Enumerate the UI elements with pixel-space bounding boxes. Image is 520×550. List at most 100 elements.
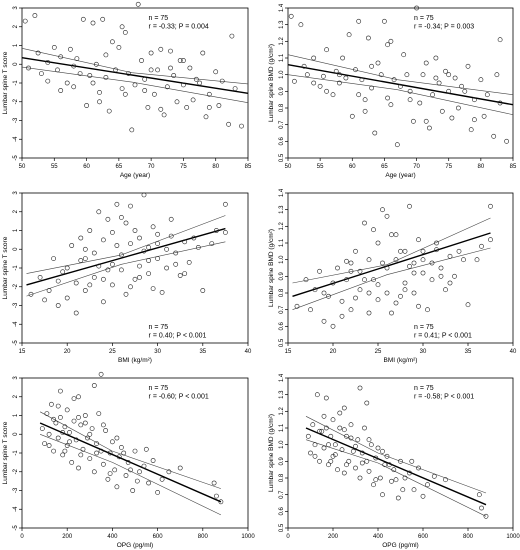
y-axis-label: Lumbar spine BMD (g/cm²) <box>268 44 275 122</box>
data-point <box>371 227 376 233</box>
data-point <box>375 282 381 288</box>
data-point <box>357 475 363 481</box>
data-point <box>87 228 93 233</box>
data-point <box>128 203 133 209</box>
y-tick-label: -1 <box>13 80 19 86</box>
y-tick-label: 1.1 <box>279 423 285 432</box>
data-point <box>429 260 435 266</box>
data-point <box>337 410 343 416</box>
x-tick-label: 20 <box>64 349 71 355</box>
data-point <box>388 102 394 108</box>
data-point <box>395 495 401 501</box>
confidence-band-lower <box>21 66 249 103</box>
data-point <box>103 52 109 58</box>
data-point <box>182 271 188 276</box>
data-point <box>409 458 415 464</box>
confidence-band-lower <box>39 434 222 516</box>
data-point <box>85 435 90 441</box>
data-point <box>180 58 186 63</box>
data-point <box>423 118 429 124</box>
data-point <box>465 63 471 69</box>
x-tick-label: 50 <box>19 164 26 170</box>
data-point <box>393 300 399 306</box>
data-point <box>146 271 151 276</box>
data-point <box>420 72 426 78</box>
data-point <box>400 487 406 493</box>
stats-annotation: r = -0.34; P = 0.003 <box>414 24 474 31</box>
data-point <box>323 425 329 431</box>
data-point <box>335 265 340 271</box>
data-point <box>420 248 426 254</box>
data-point <box>385 95 390 101</box>
data-point <box>71 396 77 401</box>
data-point <box>148 50 154 56</box>
data-point <box>222 229 228 235</box>
data-point <box>39 426 45 431</box>
data-point <box>344 462 349 468</box>
data-point <box>369 63 374 69</box>
data-point <box>384 453 390 459</box>
data-point <box>317 458 322 464</box>
data-point <box>333 68 339 74</box>
data-point <box>294 303 300 309</box>
data-point <box>394 142 400 148</box>
y-tick-label: -3 <box>13 302 19 308</box>
data-point <box>348 307 354 313</box>
data-point <box>377 475 383 481</box>
y-tick-label: 1.0 <box>279 440 285 449</box>
data-point <box>106 108 112 114</box>
x-tick-label: 40 <box>245 349 252 355</box>
y-tick-label: 0.8 <box>279 473 285 482</box>
data-point <box>434 240 439 246</box>
data-point <box>62 424 68 430</box>
confidence-band-lower <box>287 74 514 115</box>
y-tick-label: 1.4 <box>279 3 285 12</box>
y-tick-label: 2 <box>13 24 19 28</box>
y-axis-label: Lumbar spine T score <box>2 236 9 299</box>
data-point <box>39 71 44 76</box>
y-tick-label: 0.7 <box>279 490 285 499</box>
data-point <box>150 458 156 463</box>
data-point <box>362 277 367 283</box>
y-tick-label: 1 <box>13 413 19 417</box>
data-point <box>64 295 70 301</box>
data-point <box>366 468 372 474</box>
y-tick-label: 1.0 <box>279 255 285 264</box>
y-tick-label: 0.6 <box>279 322 285 331</box>
data-point <box>344 433 349 439</box>
data-point <box>336 72 342 78</box>
data-point <box>312 442 318 448</box>
data-point <box>402 248 408 254</box>
x-axis-label: OPG (pg/ml) <box>117 542 153 549</box>
data-point <box>78 258 84 263</box>
data-point <box>366 257 372 263</box>
data-point <box>155 241 160 246</box>
x-tick-label: 1000 <box>506 534 520 540</box>
regression-line <box>26 227 226 286</box>
y-tick-label: 1.3 <box>279 390 285 399</box>
data-point <box>317 428 322 434</box>
data-point <box>105 476 111 482</box>
data-point <box>151 91 157 97</box>
data-point <box>146 480 151 486</box>
data-point <box>407 88 413 94</box>
data-point <box>164 246 169 252</box>
x-tick-label: 65 <box>381 164 388 170</box>
data-point <box>209 241 215 246</box>
data-point <box>219 78 225 84</box>
confidence-band-upper <box>292 217 491 284</box>
data-point <box>71 84 77 90</box>
data-point <box>159 476 165 482</box>
data-point <box>312 287 318 293</box>
data-point <box>429 277 435 283</box>
y-tick-label: 1 <box>13 43 19 47</box>
plot-frame <box>287 377 514 529</box>
data-point <box>67 429 72 435</box>
data-point <box>443 477 448 483</box>
data-point <box>479 505 484 511</box>
data-point <box>171 73 177 78</box>
data-point <box>407 97 413 103</box>
chart-panel: 15 20 25 30 35 40 0.5 0.6 0.7 0.8 0.9 1.0 1.1 1.2 1.3 1… <box>268 188 517 364</box>
x-tick-label: 30 <box>154 349 161 355</box>
data-point <box>222 201 228 207</box>
